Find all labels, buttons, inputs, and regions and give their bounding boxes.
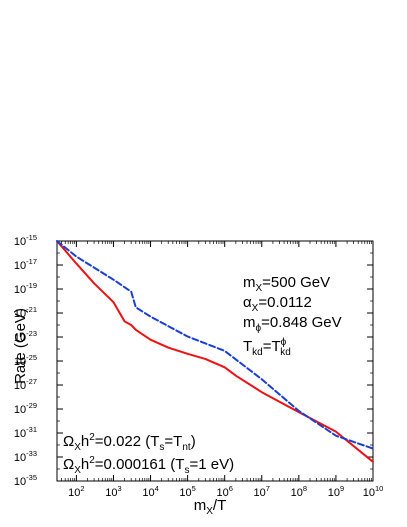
x-tick-label: 104: [142, 484, 158, 499]
x-axis-title-rest: /T: [213, 497, 226, 514]
x-tick-label: 103: [105, 484, 121, 499]
series-line-dashed: [56, 240, 374, 450]
series-layer: [56, 240, 374, 463]
x-tick-label: 106: [216, 484, 232, 499]
y-tick-label: 10-25: [14, 353, 37, 368]
y-tick-label: 10-35: [14, 473, 37, 488]
annotation-mx: mX=500 GeV: [243, 274, 330, 294]
y-tick-label: 10-19: [14, 281, 37, 296]
y-tick-label: 10-17: [14, 257, 37, 272]
annotation-omega2: ΩXh2=0.000161 (Ts=1 eV): [63, 455, 234, 476]
x-tick-label: 109: [328, 484, 344, 499]
minor-ticks: [56, 241, 373, 481]
y-tick-label: 10-33: [14, 449, 37, 464]
annotation-mphi: mϕ=0.848 GeV: [243, 314, 342, 334]
x-tick-label: 107: [254, 484, 270, 499]
x-axis-title-sub: X: [206, 506, 213, 517]
annotation-tkd: Tkd=Tϕ kd: [243, 337, 291, 358]
y-axis-title: Rate (GeV): [12, 308, 29, 384]
y-tick-labels: 10-15 10-17 10-19 10-21 10-23 10-25 10-27 10-29…: [14, 233, 37, 488]
annotation-omega1: ΩXh2=0.022 (Ts=Tnt): [63, 432, 196, 453]
plot-area: [56, 240, 374, 482]
x-axis-title: mX/T: [194, 497, 227, 517]
x-tick-label: 105: [179, 484, 195, 499]
x-tick-labels: 102 103 104 105 106 107 108 109 1010: [68, 484, 383, 499]
x-tick-label: 102: [68, 484, 84, 499]
y-tick-label: 10-21: [14, 305, 37, 320]
y-tick-label: 10-23: [14, 329, 37, 344]
series-line-solid: [56, 240, 374, 463]
y-tick-label: 10-29: [14, 401, 37, 416]
y-tick-label: 10-15: [14, 233, 37, 248]
annotations: mX=500 GeV αX=0.0112 mϕ=0.848 GeV Tkd=Tϕ…: [63, 274, 342, 476]
y-tick-label: 10-31: [14, 425, 37, 440]
major-ticks: [57, 240, 374, 482]
x-tick-label: 1010: [363, 484, 384, 499]
x-tick-label: 108: [291, 484, 307, 499]
annotation-alpha: αX=0.0112: [243, 294, 312, 314]
y-tick-label: 10-27: [14, 377, 37, 392]
x-axis-title-main: m: [194, 497, 207, 514]
